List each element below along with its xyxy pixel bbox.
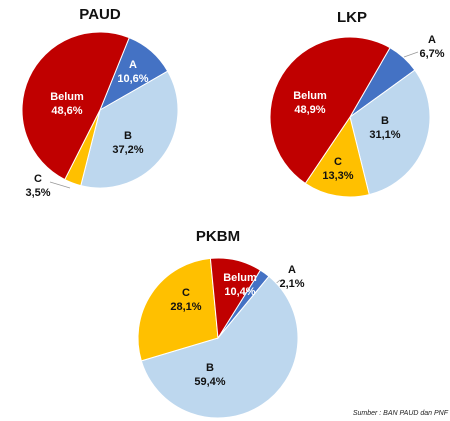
- pie-slice: [304, 115, 370, 198]
- slice-value-label: 31,1%: [369, 129, 400, 141]
- pie-slice: [209, 257, 262, 340]
- slice-category: C: [334, 156, 342, 168]
- pie-slice: [140, 275, 299, 419]
- slice-category: B: [381, 115, 389, 127]
- slice-category: B: [124, 130, 132, 142]
- slice-value-label: 3,5%: [25, 187, 50, 199]
- pie-slice: [137, 257, 219, 362]
- slice-value-label: 28,1%: [170, 301, 201, 313]
- slice-value-label: 10,4%: [224, 286, 255, 298]
- slice-value-label: 59,4%: [194, 376, 225, 388]
- pie-slice: [80, 70, 179, 189]
- slice-value-label: 48,6%: [51, 105, 82, 117]
- leader-line: [49, 181, 71, 189]
- chart-title: LKP: [337, 9, 367, 26]
- chart-title: PKBM: [196, 228, 240, 245]
- source-note: Sumber : BAN PAUD dan PNF: [353, 410, 449, 417]
- pie-slice: [349, 69, 431, 196]
- slice-category: B: [206, 362, 214, 374]
- slice-category: A: [288, 264, 296, 276]
- slice-value-label: 48,9%: [294, 104, 325, 116]
- slice-category: Belum: [293, 90, 327, 102]
- chart-title: PAUD: [79, 6, 121, 23]
- slice-category: Belum: [50, 91, 84, 103]
- leader-line: [403, 51, 419, 58]
- slice-category: C: [182, 287, 190, 299]
- slice-category: C: [34, 173, 42, 185]
- pie-slice: [21, 31, 130, 181]
- slice-category: Belum: [223, 272, 257, 284]
- slice-value-label: 37,2%: [112, 144, 143, 156]
- slice-value-label: 10,6%: [117, 73, 148, 85]
- slice-category: A: [129, 59, 137, 71]
- slice-category: A: [428, 34, 436, 46]
- slice-value-label: 13,3%: [322, 170, 353, 182]
- slice-value-label: 6,7%: [419, 48, 444, 60]
- slice-value-label: 2,1%: [279, 278, 304, 290]
- pie-slice: [269, 36, 391, 185]
